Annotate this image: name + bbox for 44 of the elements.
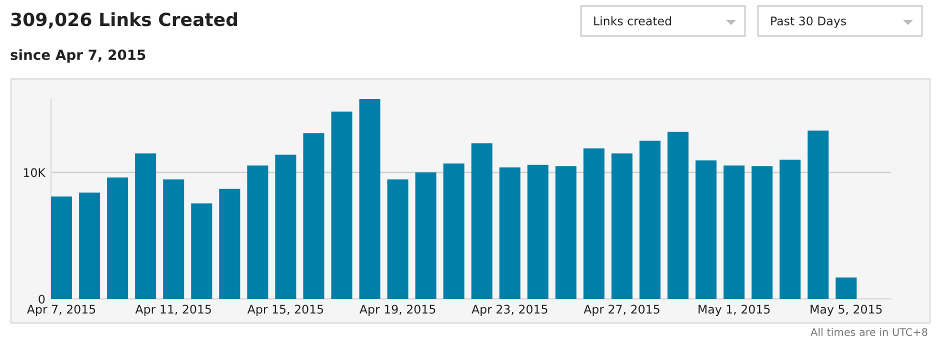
x-tick-label: Apr 15, 2015 <box>247 304 324 316</box>
bar <box>780 160 801 299</box>
x-tick-label: Apr 27, 2015 <box>584 304 660 316</box>
bar <box>471 143 492 299</box>
bar <box>359 99 380 299</box>
bar <box>499 167 520 299</box>
bar <box>107 177 128 299</box>
bar <box>191 203 212 299</box>
bar <box>303 133 324 299</box>
bar <box>836 277 857 299</box>
bar <box>443 164 464 299</box>
bar <box>247 165 268 299</box>
bar <box>79 192 100 299</box>
text: All times are in UTC+8 <box>810 328 928 336</box>
text: Links created <box>594 16 671 26</box>
chart-subtitle: since Apr 7, 2015 <box>10 49 146 63</box>
x-tick-label: May 1, 2015 <box>698 304 770 316</box>
bar <box>583 148 604 299</box>
x-tick-label: May 5, 2015 <box>810 304 882 316</box>
bar <box>555 166 576 299</box>
bar <box>527 164 548 299</box>
bar <box>51 196 72 299</box>
bar <box>611 153 632 299</box>
bar <box>387 179 408 299</box>
bar <box>331 112 352 299</box>
x-tick-label: Apr 23, 2015 <box>472 304 548 316</box>
x-tick-label: Apr 7, 2015 <box>26 304 96 316</box>
bar <box>752 166 773 299</box>
bar <box>163 179 184 299</box>
x-tick-label: Apr 11, 2015 <box>135 304 211 316</box>
y-tick-label: 10K <box>24 168 46 178</box>
x-tick-label: Apr 19, 2015 <box>360 304 436 316</box>
bar <box>135 153 156 299</box>
bar <box>668 132 689 299</box>
bar <box>696 160 717 299</box>
bar <box>219 188 240 299</box>
bar <box>808 130 829 299</box>
y-tick-label: 0 <box>38 294 45 304</box>
bar <box>639 140 661 299</box>
bar <box>275 154 296 299</box>
bar <box>415 172 436 299</box>
bar <box>724 165 745 299</box>
chart-title: 309,026 Links Created <box>11 12 237 29</box>
text: Past 30 Days <box>771 16 846 28</box>
